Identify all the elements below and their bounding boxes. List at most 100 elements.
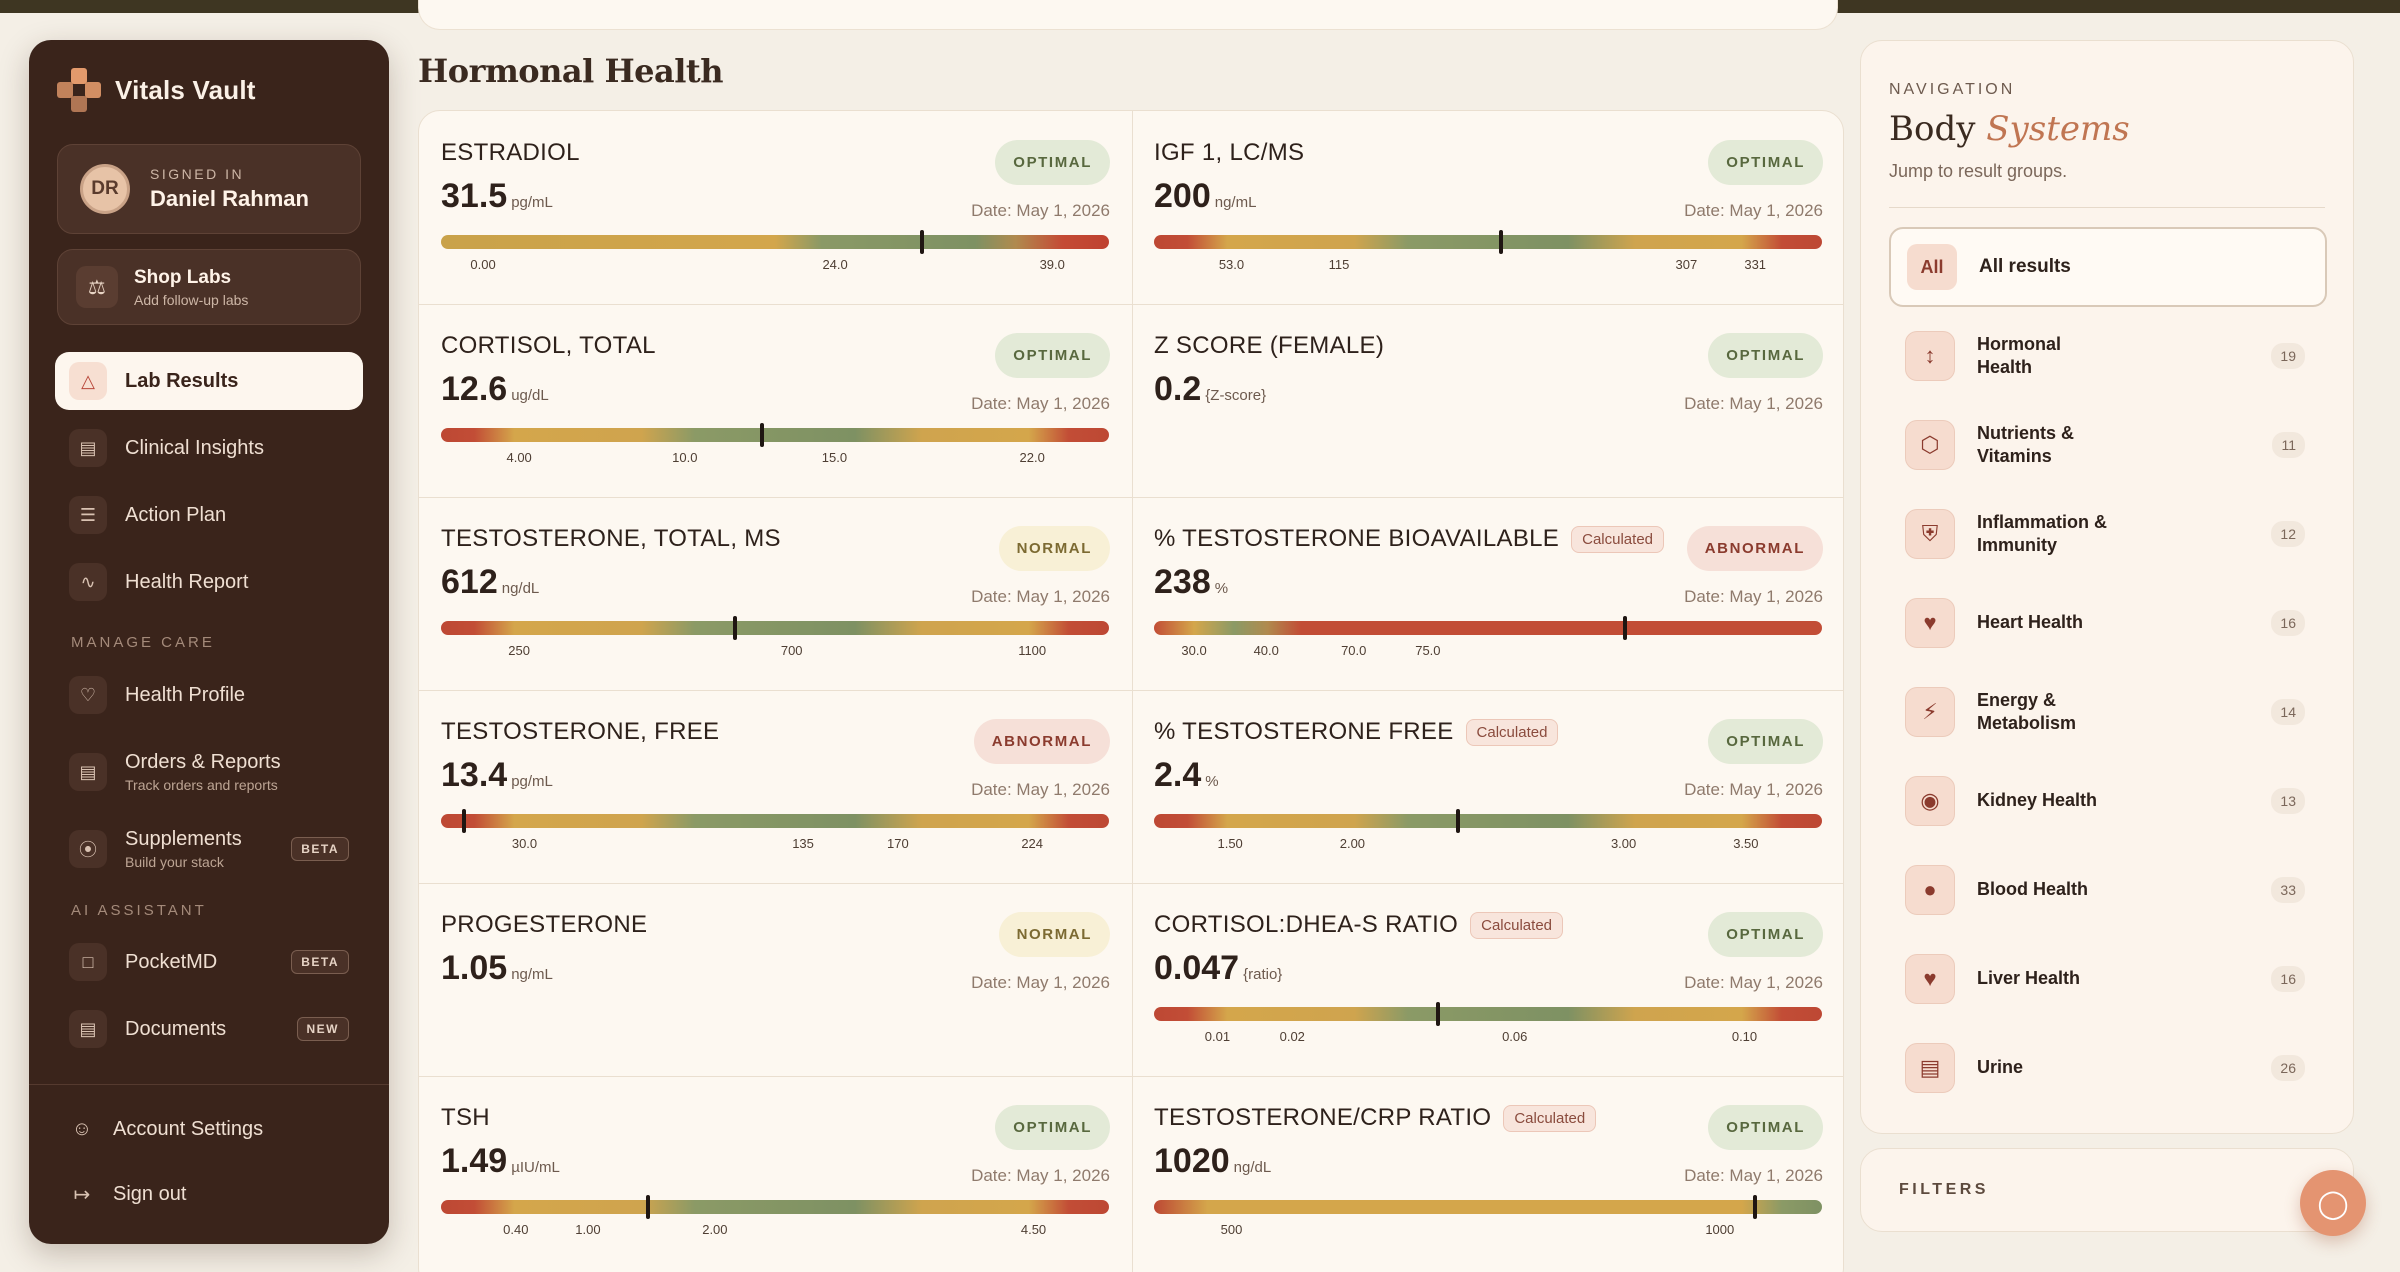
unit-text: {ratio} (1243, 966, 1283, 983)
system-label: Blood Health (1977, 879, 2088, 900)
result-card[interactable]: TSH 1.49 µIU/mL OPTIMAL Date: May 1, 2026 0.4… (419, 1076, 1132, 1269)
result-card[interactable]: TESTOSTERONE, TOTAL, MS 612 ng/dL NORMAL Dat… (419, 497, 1132, 690)
test-name-text: PROGESTERONE (441, 911, 648, 938)
result-card[interactable]: CORTISOL:DHEA-S RATIO Calculated 0.047 {rat… (1132, 883, 1843, 1076)
system-label: Nutrients & Vitamins (1977, 422, 2075, 466)
status-badge: OPTIMAL (1708, 719, 1823, 764)
test-value: 1020 ng/dL (1154, 1142, 1271, 1181)
unit-text: pg/mL (511, 194, 553, 211)
nav-label: PocketMD (125, 950, 218, 973)
value-text: 1.05 (441, 949, 508, 987)
system-count: 13 (2271, 788, 2305, 814)
nav-health-profile[interactable]: ♡ Health Profile (55, 666, 363, 724)
test-name: TESTOSTERONE, FREE (441, 718, 719, 746)
nav-pocketmd[interactable]: □ PocketMD BETA (55, 933, 363, 991)
nav-lab-results[interactable]: △ Lab Results (55, 352, 363, 410)
signed-in-label: SIGNED IN (150, 166, 245, 182)
test-name-text: TESTOSTERONE/CRP RATIO (1154, 1104, 1492, 1131)
nav-documents[interactable]: ▤ Documents NEW (55, 1000, 363, 1058)
range-tick-label: 1.50 (1217, 836, 1243, 851)
status-badge: OPTIMAL (995, 1105, 1110, 1150)
body-system-item[interactable]: ⛨ Inflammation & Immunity 12 (1905, 501, 2325, 567)
status-badge: OPTIMAL (1708, 1105, 1823, 1150)
value-text: 612 (441, 563, 498, 601)
panel-divider (1889, 207, 2325, 208)
value-marker (646, 1195, 651, 1219)
bolt-icon: ⚡ (1905, 687, 1955, 737)
range-tick-label: 10.0 (672, 450, 698, 465)
range-tick-label: 70.0 (1341, 643, 1367, 658)
value-marker (919, 230, 924, 254)
result-card[interactable]: IGF 1, LC/MS 200 ng/mL OPTIMAL Date: May 1, … (1132, 111, 1843, 304)
result-date: Date: May 1, 2026 (971, 587, 1110, 606)
account-settings-link[interactable]: ☺ Account Settings (71, 1118, 263, 1141)
range-bar (441, 814, 1109, 828)
system-label: Urine (1977, 1057, 2024, 1078)
unit-text: µIU/mL (511, 1159, 560, 1176)
sign-out-link[interactable]: ↦ Sign out (71, 1182, 187, 1207)
body-system-item[interactable]: ↕ Hormonal Health 19 (1905, 323, 2325, 389)
body-system-item[interactable]: ♥ Heart Health 16 (1905, 590, 2325, 656)
body-system-item[interactable]: ● Blood Health 33 (1905, 857, 2325, 923)
heart-pulse-icon: ♡ (69, 676, 107, 714)
nav-label: Action Plan (125, 503, 227, 526)
row-divider (419, 883, 1843, 884)
body-system-item[interactable]: ⚡ Energy & Metabolism 14 (1905, 679, 2325, 745)
result-card[interactable]: % TESTOSTERONE FREE Calculated 2.4% OPTIMAL… (1132, 690, 1843, 883)
result-card[interactable]: CORTISOL, TOTAL 12.6 ug/dL OPTIMAL Date: May… (419, 304, 1132, 497)
brand-name: Vitals Vault (115, 74, 256, 105)
chat-fab-button[interactable]: ◯ (2300, 1170, 2366, 1236)
result-card[interactable]: % TESTOSTERONE BIOAVAILABLE Calculated 238… (1132, 497, 1843, 690)
status-badge: ABNORMAL (973, 719, 1110, 764)
user-card[interactable]: DR SIGNED IN Daniel Rahman (57, 144, 361, 234)
heart-icon: ♥ (1905, 598, 1955, 648)
result-card[interactable]: PROGESTERONE 1.05 ng/mL NORMAL Date: May 1, … (419, 883, 1132, 1076)
sign-out-label: Sign out (113, 1183, 187, 1205)
nav-action-plan[interactable]: ☰ Action Plan (55, 486, 363, 544)
brand[interactable]: Vitals Vault (57, 68, 256, 112)
range-tick-label: 170 (887, 836, 909, 851)
range-tick-label: 700 (780, 643, 803, 658)
nav-supplements[interactable]: ⦿ Supplements Build your stack BETA (55, 816, 363, 882)
result-card[interactable]: TESTOSTERONE, FREE 13.4 pg/mL ABNORMAL Date:… (419, 690, 1132, 883)
test-value: 612 ng/dL (441, 563, 539, 602)
test-value: 12.6 ug/dL (441, 370, 549, 409)
panel-title-b: Systems (1986, 109, 2130, 149)
unit-text: ng/dL (501, 580, 540, 597)
range-tick-label: 2.00 (1339, 836, 1366, 851)
test-name-text: % TESTOSTERONE FREE (1154, 718, 1454, 745)
body-system-item[interactable]: ▤ Urine 26 (1905, 1035, 2325, 1101)
value-marker (1435, 1002, 1440, 1026)
result-date: Date: May 1, 2026 (1684, 973, 1823, 992)
sign-out-icon: ↦ (73, 1184, 91, 1206)
result-card[interactable]: ESTRADIOL 31.5 pg/mL OPTIMAL Date: May 1, 20… (419, 111, 1132, 304)
test-name: TESTOSTERONE, TOTAL, MS (441, 525, 781, 553)
brand-logo-icon (57, 68, 101, 112)
nav-clinical-insights[interactable]: ▤ Clinical Insights (55, 419, 363, 477)
calculated-chip: Calculated (1470, 911, 1564, 939)
row-divider (419, 304, 1843, 305)
calculated-chip: Calculated (1465, 718, 1559, 746)
result-card[interactable]: Z SCORE (FEMALE) 0.2 {Z-score} OPTIMAL Date:… (1132, 304, 1843, 497)
range-bar (441, 428, 1109, 442)
shop-labs-button[interactable]: ⚖ Shop Labs Add follow-up labs (57, 249, 361, 325)
status-badge: OPTIMAL (1708, 333, 1823, 378)
nav-health-report[interactable]: ∿ Health Report (55, 553, 363, 611)
body-system-item[interactable]: ◉ Kidney Health 13 (1905, 768, 2325, 834)
nav-orders-reports[interactable]: ▤ Orders & Reports Track orders and repo… (55, 739, 363, 805)
value-text: 200 (1154, 177, 1211, 215)
panel-title-a: Body (1889, 109, 1976, 149)
urine-icon: ▤ (1905, 1043, 1955, 1093)
result-card[interactable]: TESTOSTERONE/CRP RATIO Calculated 1020 ng/d… (1132, 1076, 1843, 1269)
body-system-item[interactable]: ⬡ Nutrients & Vitamins 11 (1905, 412, 2325, 478)
filters-toggle[interactable]: FILTERS ⌄ (1860, 1148, 2354, 1232)
body-system-item[interactable]: ♥ Liver Health 16 (1905, 946, 2325, 1012)
page-title: Hormonal Health (418, 52, 723, 90)
all-results-button[interactable]: All All results (1889, 227, 2327, 307)
range-tick-label: 1100 (1018, 643, 1047, 658)
system-label: Hormonal Health (1977, 333, 2062, 377)
system-count: 33 (2271, 877, 2305, 903)
new-badge: NEW (296, 1017, 349, 1041)
system-label: Kidney Health (1977, 790, 2098, 811)
shop-labs-title: Shop Labs (134, 266, 232, 288)
